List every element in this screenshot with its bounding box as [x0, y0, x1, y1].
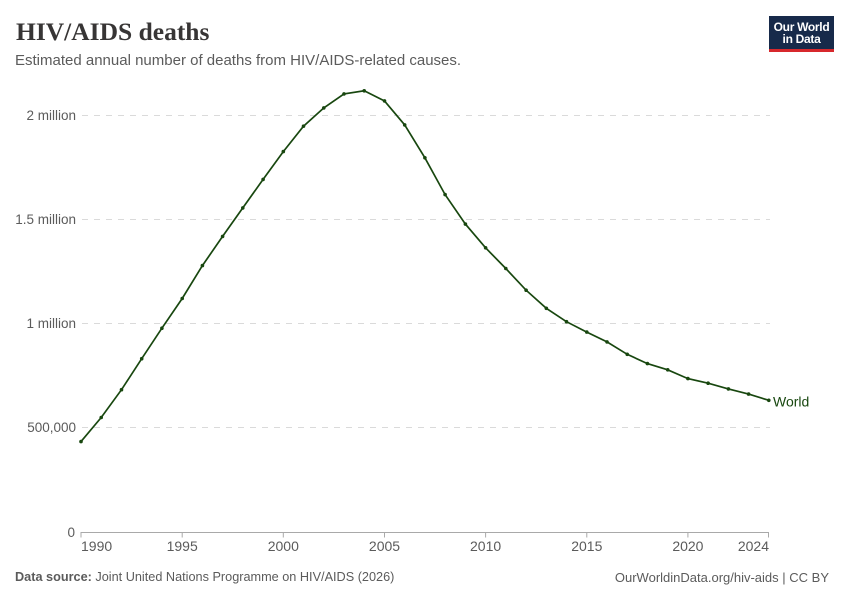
svg-text:2005: 2005 — [369, 538, 400, 554]
svg-text:2010: 2010 — [470, 538, 501, 554]
svg-text:1.5 million: 1.5 million — [15, 212, 76, 227]
svg-text:2024: 2024 — [738, 538, 769, 554]
svg-text:0: 0 — [67, 525, 75, 540]
svg-text:2020: 2020 — [672, 538, 703, 554]
svg-text:1990: 1990 — [81, 538, 112, 554]
svg-text:2 million: 2 million — [26, 108, 76, 123]
svg-text:World: World — [773, 394, 809, 410]
svg-text:500,000: 500,000 — [27, 420, 76, 435]
svg-text:1995: 1995 — [167, 538, 198, 554]
svg-text:2000: 2000 — [268, 538, 299, 554]
svg-text:2015: 2015 — [571, 538, 602, 554]
svg-text:1 million: 1 million — [26, 316, 76, 331]
